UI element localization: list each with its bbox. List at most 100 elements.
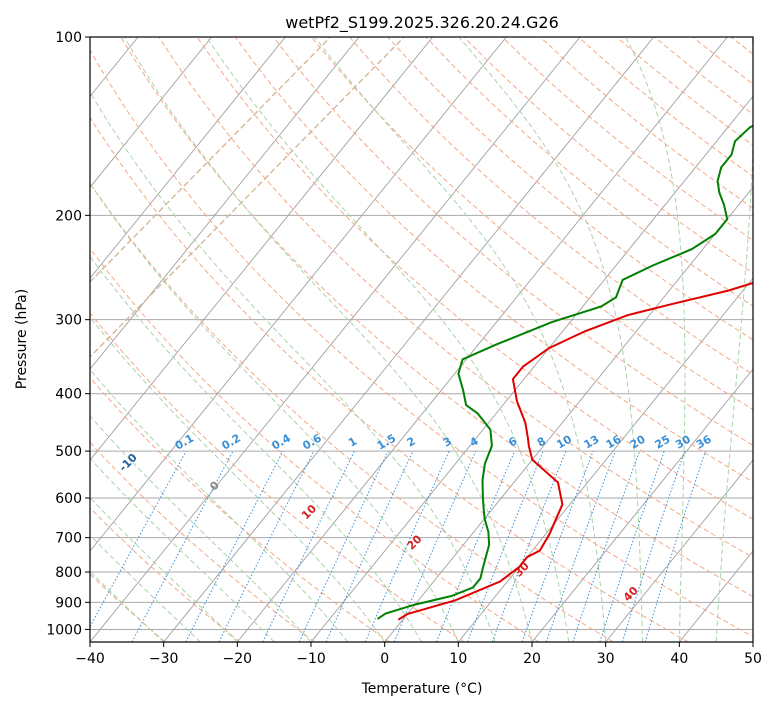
mixing-ratio-label: 36 <box>694 432 714 451</box>
isotherm-line <box>531 368 753 642</box>
y-tick-label: 800 <box>55 565 82 581</box>
moist-adiabat <box>90 368 349 642</box>
wet-bulb-curve <box>90 37 331 283</box>
mixing-ratio-line <box>621 450 686 642</box>
mixing-ratio-label: 13 <box>582 433 602 452</box>
mixing-ratio-label: 10 <box>554 432 574 451</box>
wet-bulb-curves <box>90 37 405 358</box>
mixing-ratio-label: 2 <box>405 435 418 450</box>
dry-adiabat-label: 20 <box>405 532 425 552</box>
dry-adiabat <box>90 247 540 642</box>
mixing-ratio-label: 4 <box>467 434 480 449</box>
mixing-ratio-label: 25 <box>653 433 673 452</box>
dry-adiabat <box>90 441 316 642</box>
isotherm-line <box>90 37 434 461</box>
mixing-ratio-line <box>491 450 567 642</box>
moist-adiabat <box>90 316 386 642</box>
dry-adiabat <box>769 37 775 642</box>
mixing-ratio-label: 0.2 <box>220 432 243 453</box>
dry-adiabat-label: 10 <box>299 502 319 522</box>
moist-adiabat <box>123 37 533 642</box>
moist-adiabat <box>90 457 275 642</box>
mixing-ratio-lines <box>90 450 706 642</box>
dewpoint-profile <box>377 124 753 620</box>
x-tick-label: −20 <box>223 651 253 667</box>
dry-adiabat <box>692 37 753 85</box>
sounding-profiles <box>377 124 753 621</box>
dry-adiabat-label: 40 <box>621 584 641 604</box>
x-tick-label: 50 <box>744 651 762 667</box>
dry-adiabat-label: -20 <box>32 425 55 448</box>
y-tick-label: 700 <box>55 531 82 547</box>
x-tick-label: 40 <box>670 651 688 667</box>
mixing-ratio-label: 20 <box>628 432 648 451</box>
dry-adiabat <box>425 37 753 307</box>
dry-adiabat-label: -10 <box>117 451 140 474</box>
mixing-ratio-line <box>467 450 544 642</box>
y-tick-label: 300 <box>55 313 82 329</box>
dry-adiabat <box>158 37 753 559</box>
plot-area: -100-90-80-70-60-50-40-30-20-10010203040… <box>0 37 775 642</box>
mixing-ratio-line <box>364 450 450 642</box>
isotherm-line <box>163 37 655 642</box>
mixing-ratio-line <box>90 450 187 628</box>
dry-adiabat <box>90 312 465 642</box>
moist-adiabat <box>314 37 607 642</box>
moist-adiabats <box>90 37 753 642</box>
mixing-ratio-line <box>435 450 516 642</box>
temperature-profile <box>397 281 753 621</box>
dry-adiabat <box>90 376 390 642</box>
moist-adiabat <box>90 534 201 642</box>
mixing-ratio-label: 30 <box>673 432 693 451</box>
dry-adiabat <box>90 48 753 638</box>
x-tick-label: −40 <box>75 651 105 667</box>
mixing-ratio-line <box>644 450 706 642</box>
mixing-ratio-line <box>262 450 355 642</box>
isotherm-line <box>236 37 728 642</box>
mixing-ratio-label: 0.4 <box>270 431 294 452</box>
x-tick-label: 30 <box>597 651 615 667</box>
mixing-ratio-label: 16 <box>604 432 624 451</box>
dry-adiabat <box>196 37 753 520</box>
moist-adiabat <box>90 496 238 642</box>
y-tick-label: 1000 <box>46 622 82 638</box>
mixing-ratio-line <box>599 450 665 642</box>
moist-adiabat <box>90 255 422 642</box>
pressure-gridlines <box>90 37 753 630</box>
y-axis-ticks: 100 200 300 400 500 600 700 800 900 1000 <box>46 30 90 638</box>
moist-adiabat <box>90 90 496 642</box>
moist-adiabat <box>90 415 312 642</box>
x-tick-label: 10 <box>449 651 467 667</box>
chart-title: wetPf2_S199.2025.326.20.24.G26 <box>285 13 559 33</box>
moist-adiabat <box>458 37 643 642</box>
dry-adiabat <box>311 37 753 411</box>
dry-adiabat <box>120 37 753 598</box>
isotherm-line <box>310 95 753 642</box>
mixing-ratio-line <box>545 450 616 642</box>
dry-adiabat <box>501 37 753 241</box>
isotherm-line <box>90 37 213 188</box>
x-axis-label: Temperature (°C) <box>361 681 483 697</box>
moist-adiabat <box>206 37 570 642</box>
mixing-ratio-line <box>572 450 641 642</box>
isotherm-line <box>605 459 753 642</box>
dry-adiabats <box>90 37 775 642</box>
mixing-ratio-label: 0.6 <box>300 431 324 452</box>
mixing-ratio-line <box>393 450 477 642</box>
y-tick-label: 200 <box>55 208 82 224</box>
x-tick-label: −10 <box>296 651 326 667</box>
y-tick-label: 600 <box>55 491 82 507</box>
isotherm-line <box>90 37 581 642</box>
mixing-ratio-line <box>521 450 594 642</box>
y-tick-label: 400 <box>55 387 82 403</box>
mixing-ratio-line <box>185 450 284 642</box>
y-tick-label: 900 <box>55 595 82 611</box>
isotherm-line <box>384 186 753 642</box>
mixing-ratio-line <box>218 450 315 642</box>
x-tick-label: 20 <box>523 651 541 667</box>
reference-line-labels: -100-90-80-70-60-50-40-30-20-10010203040… <box>32 425 714 604</box>
isotherm-line <box>0 37 64 642</box>
y-axis-label: Pressure (hPa) <box>14 289 30 389</box>
y-tick-label: 100 <box>55 30 82 46</box>
